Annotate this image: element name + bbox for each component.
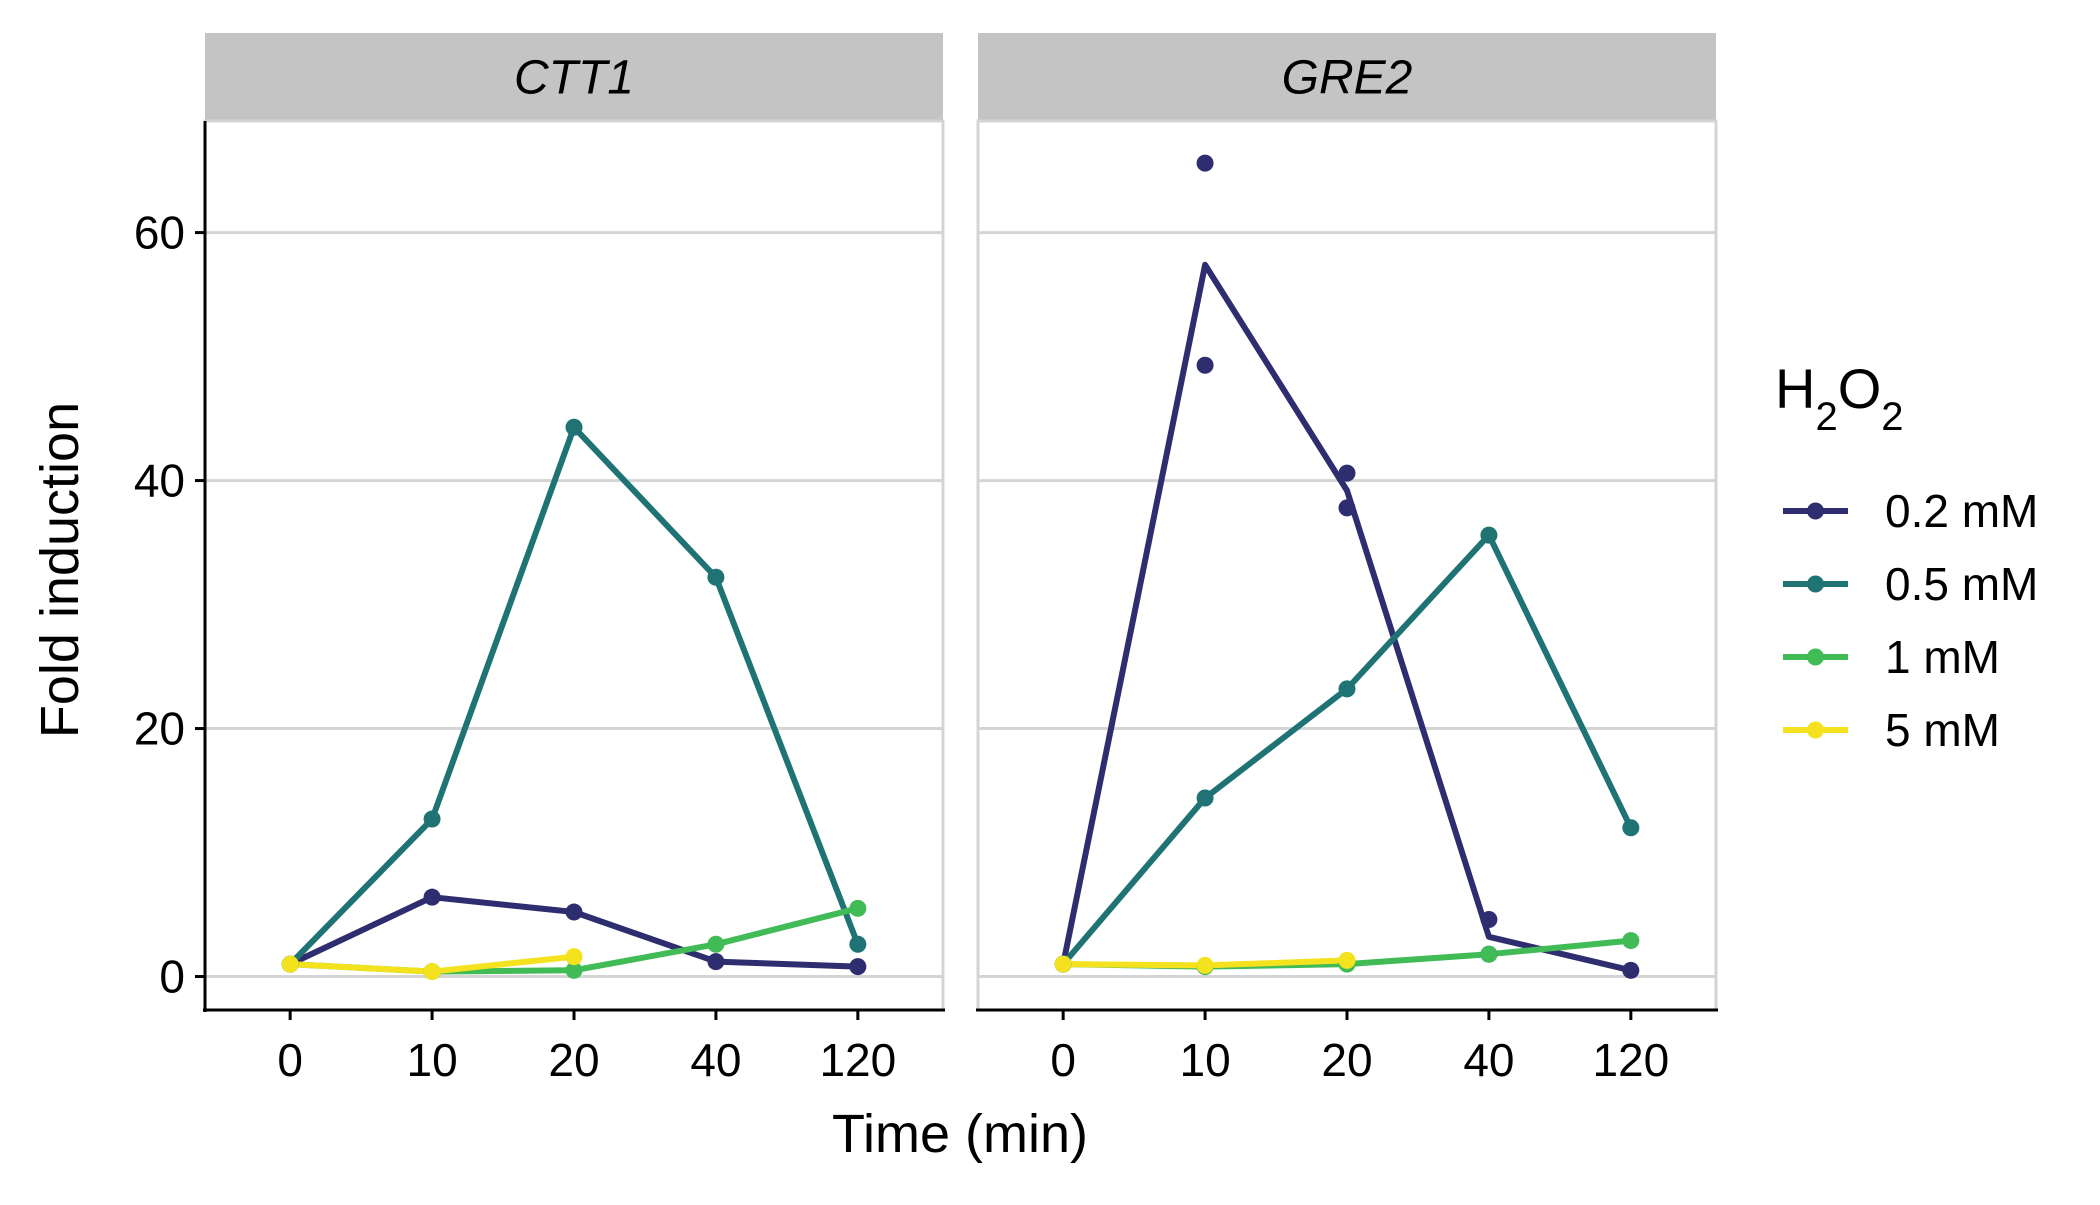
- data-point-5-mm: [565, 948, 583, 966]
- series-line-0-5-mm: [1060, 532, 1634, 968]
- data-point-0-2-mm: [1196, 356, 1214, 374]
- data-point-0-2-mm: [1196, 154, 1214, 172]
- data-point-0-2-mm: [707, 953, 725, 971]
- y-tick-label-60: 60: [134, 207, 185, 259]
- strip-title-gre2: GRE2: [1282, 52, 1413, 105]
- legend-label: 0.5 mM: [1885, 558, 2038, 610]
- legend-entry-5-mm: 5 mM: [1783, 704, 2000, 756]
- legend-title-sub1: 2: [1815, 395, 1837, 439]
- data-point-0-5-mm: [707, 568, 725, 586]
- data-point-1-mm: [1622, 932, 1640, 950]
- x-tick-label-120: 120: [819, 1034, 896, 1086]
- data-point-0-5-mm: [1622, 819, 1640, 837]
- data-point-0-2-mm: [1338, 464, 1356, 482]
- y-tick-label-0: 0: [159, 951, 185, 1003]
- data-point-1-mm: [565, 961, 583, 979]
- legend-title-h: H: [1775, 357, 1815, 420]
- x-tick-label-0: 0: [277, 1034, 303, 1086]
- x-tick-label-20: 20: [548, 1034, 599, 1086]
- y-axis-title: Fold induction: [30, 402, 90, 738]
- x-axis-title: Time (min): [832, 1104, 1088, 1164]
- plot-panel-border: [976, 119, 1718, 1012]
- legend-label: 0.2 mM: [1885, 485, 2038, 537]
- data-point-0-5-mm: [1196, 789, 1214, 807]
- legend-key-point: [1807, 648, 1824, 666]
- y-tick-label-20: 20: [134, 703, 185, 755]
- x-tick-label-20: 20: [1321, 1034, 1372, 1086]
- x-tick-label-10: 10: [406, 1034, 457, 1086]
- legend-title-o: O: [1838, 357, 1882, 420]
- panel-ctt1: CTT1 0 10 20 40 120 0 20 40 60: [134, 33, 945, 1086]
- x-tick-label-10: 10: [1179, 1034, 1230, 1086]
- legend-key-point: [1807, 502, 1824, 520]
- panels-layer: CTT1 0 10 20 40 120 0 20 40 60 GRE2 0 10 20 40 120: [134, 33, 1718, 1086]
- legend: H2O2 0.2 mM0.5 mM1 mM5 mM: [1775, 357, 2038, 756]
- data-point-1-mm: [1480, 945, 1498, 963]
- data-point-0-5-mm: [423, 810, 441, 828]
- strip-background: [205, 33, 943, 120]
- legend-entry-0-5-mm: 0.5 mM: [1783, 558, 2038, 610]
- strip-title-ctt1: CTT1: [514, 52, 634, 105]
- data-point-1-mm: [849, 899, 867, 917]
- legend-key-point: [1807, 575, 1824, 593]
- series-line-0-5-mm: [287, 424, 861, 968]
- legend-label: 1 mM: [1885, 631, 2000, 683]
- data-point-5-mm: [1338, 951, 1356, 969]
- data-point-0-2-mm: [565, 903, 583, 921]
- panel-gre2: GRE2 0 10 20 40 120: [976, 33, 1718, 1086]
- data-point-0-5-mm: [1338, 680, 1356, 698]
- data-point-0-5-mm: [1480, 526, 1498, 544]
- y-tick-label-40: 40: [134, 455, 185, 507]
- legend-entry-1-mm: 1 mM: [1783, 631, 2000, 683]
- data-point-5-mm: [423, 963, 441, 981]
- data-point-5-mm: [1054, 955, 1072, 973]
- data-point-0-2-mm: [1480, 910, 1498, 928]
- legend-title-sub2: 2: [1881, 395, 1903, 439]
- legend-entries: 0.2 mM 0.5 mM 1 mM 5 mM: [1783, 485, 2038, 756]
- legend-entry-0-2-mm: 0.2 mM: [1783, 485, 2038, 537]
- strip-background: [978, 33, 1716, 120]
- data-point-5-mm: [281, 955, 299, 973]
- data-point-0-5-mm: [849, 935, 867, 953]
- data-point-5-mm: [1196, 956, 1214, 974]
- legend-key-point: [1807, 721, 1824, 739]
- data-point-0-2-mm: [1622, 961, 1640, 979]
- data-point-0-2-mm: [849, 958, 867, 976]
- legend-title: H2O2: [1775, 357, 1904, 439]
- legend-label: 5 mM: [1885, 704, 2000, 756]
- x-tick-label-0: 0: [1050, 1034, 1076, 1086]
- data-point-1-mm: [707, 935, 725, 953]
- data-point-0-2-mm: [1338, 499, 1356, 517]
- x-tick-label-40: 40: [690, 1034, 741, 1086]
- data-point-0-5-mm: [565, 418, 583, 436]
- x-tick-label-40: 40: [1463, 1034, 1514, 1086]
- data-point-0-2-mm: [423, 888, 441, 906]
- x-tick-label-120: 120: [1592, 1034, 1669, 1086]
